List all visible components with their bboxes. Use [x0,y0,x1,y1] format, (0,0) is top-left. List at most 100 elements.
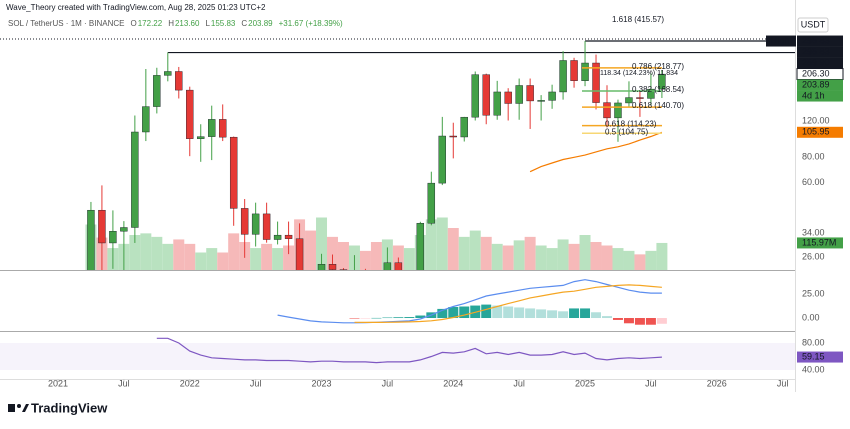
volume-bar [447,228,459,270]
candle-body [460,116,468,138]
macd-histogram-bar [349,318,360,319]
macd-histogram-bar [525,308,536,319]
macd-histogram-bar [612,318,623,320]
currency-button[interactable] [797,17,829,33]
y-tick-label: 80.00 [802,152,825,162]
volume-bar [283,245,295,270]
countdown: 4d 1h [802,90,825,100]
volume-bar [129,235,141,270]
countdown-box [797,90,843,102]
candle-body [427,182,436,224]
volume-bar [184,243,196,270]
volume-bar [272,248,284,270]
candle-body [317,264,326,270]
last-price: 203.89 [802,79,830,89]
candle-body [186,89,194,139]
symbol: SOL / TetherUS · 1M · BINANCE [8,19,124,28]
candle-body [383,262,392,270]
volume-bar [513,240,525,270]
macd-histogram-bar [634,318,645,325]
candle-body [120,227,128,232]
fib-label: 0.786 (218.77) [632,62,684,71]
volume-bar [305,230,317,270]
volume-bar [557,239,569,270]
high-tag-box [766,35,796,47]
measure-label: 118.34 (124.23%) 11,834 [600,70,678,77]
macd-histogram-bar [547,310,558,319]
rsi-marker: 59.15 [802,351,825,361]
volume-bar [623,250,635,270]
legend-value: 172.22 [138,19,163,28]
volume-marker: 115.97M [802,237,836,247]
volume-bar [502,245,514,270]
macd-histogram-bar [492,305,503,319]
x-tick-label: 2024 [443,378,463,388]
candle-body [164,71,172,76]
y-tick-label: 34.00 [802,228,825,238]
volume-bar [228,233,240,270]
candle-body [449,135,457,138]
macd-histogram-bar [382,317,393,319]
candle-body [197,136,205,139]
ema-marker-box [797,126,843,138]
y-tick-label: 80.00 [802,337,825,347]
fib-label: 0.618 (114.23) [605,120,657,129]
macd-histogram-bar [459,306,470,319]
rsi-marker-box [797,351,843,363]
high-marker: 295.83 [802,35,830,45]
volume-bar [425,219,437,270]
ema-line [529,131,663,173]
x-tick-label: 2021 [48,378,68,388]
volume-bar [359,250,371,270]
macd-histogram-bar [481,304,492,319]
volume-bar [327,236,338,270]
macd-histogram-bar [415,315,426,319]
high-tag: High [771,35,790,45]
volume-bar [579,235,591,270]
rsi-band [0,342,795,370]
y-tick-label: 40.00 [802,364,825,374]
volume-bar [612,248,624,270]
candle-body [647,88,655,99]
brand: TradingView [8,400,108,415]
candle-body [328,264,337,270]
x-tick-label: 2026 [707,378,727,388]
volume-bar [206,248,218,270]
price-marker: 259.90 [802,57,830,67]
candle-body [394,262,403,270]
candle-body [570,60,578,81]
volume-bar [151,236,163,270]
credit: Wave_Theory created with TradingView.com… [6,3,266,12]
x-tick-label: Jul [250,378,262,388]
candle-body [98,209,106,244]
volume-bar [568,243,580,270]
volume-bar [261,243,273,270]
legend-key: O [130,19,136,28]
legend-value: 203.89 [248,19,273,28]
candle-body [142,106,150,133]
macd-histogram-bar [645,318,656,325]
volume-bar [195,252,207,270]
macd-histogram-bar [514,307,525,319]
candle-body [229,136,238,209]
logo [17,404,21,408]
candle-body [153,75,161,107]
macd-histogram-bar [602,316,612,319]
macd-histogram-bar [404,317,415,319]
y-tick-label: 0.00 [802,312,820,322]
legend: SOL / TetherUS · 1M · BINANCE O172.22 H213… [8,19,343,28]
x-tick-label: 2023 [312,378,332,388]
macd-histogram-bar [536,309,547,319]
ema-marker: 105.95 [802,127,830,137]
candle-body [614,102,622,119]
legend-value: 213.60 [175,19,200,28]
price-panel [0,38,795,270]
macd-line [277,279,662,324]
macd-histogram-bar [371,317,382,319]
price-marker-box [797,46,843,58]
candle-body [625,97,633,104]
candle-body [109,231,117,244]
macd-histogram-bar [558,311,569,319]
price-marker: 295.83 [802,46,830,56]
